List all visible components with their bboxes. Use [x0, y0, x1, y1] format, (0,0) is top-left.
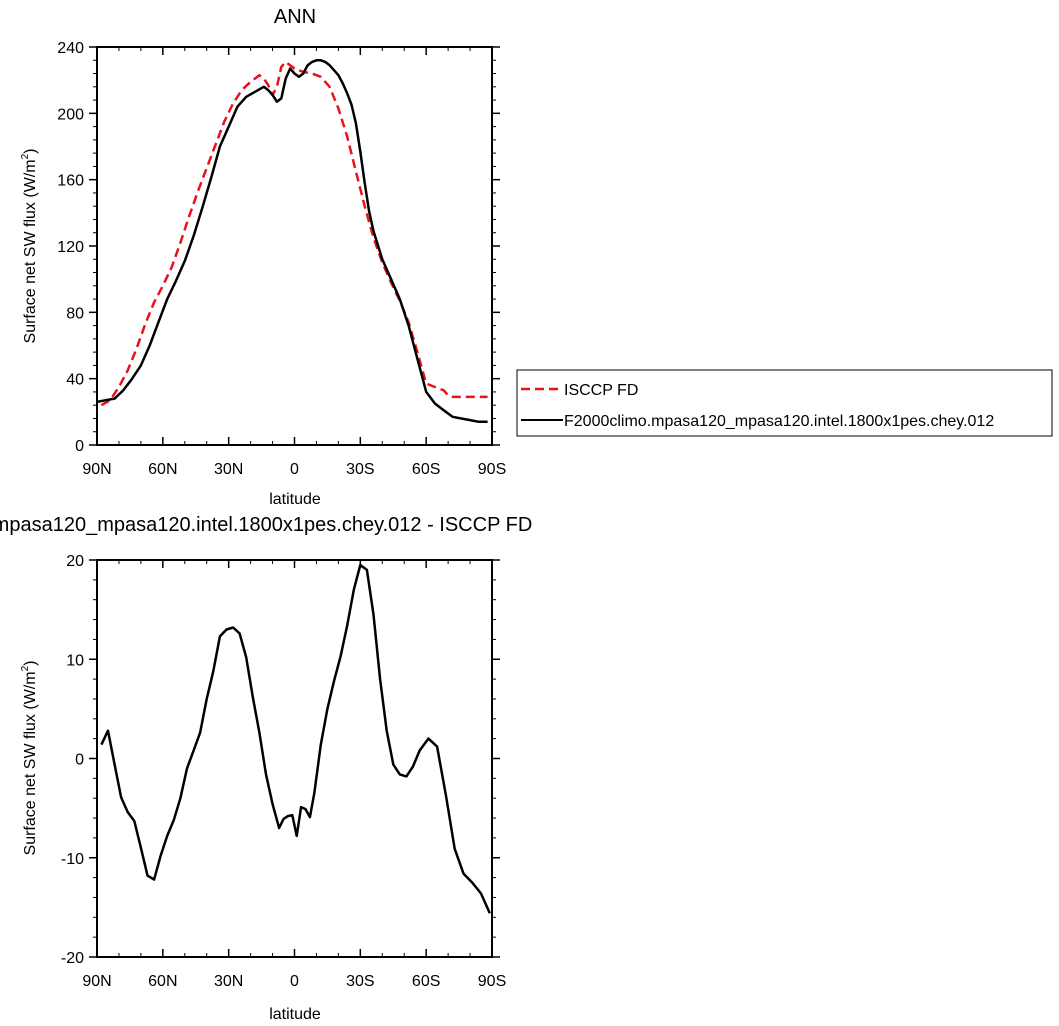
top-chart-x-axis-label: latitude	[269, 491, 321, 508]
legend-box	[516, 369, 1053, 437]
top-chart-y-axis-label-sup: 2	[20, 153, 31, 159]
top-series-line-obs	[100, 60, 488, 407]
bottom-x-tick-label: 60N	[148, 973, 177, 990]
top-chart-ticks: 90N 60N 30N 0 30S 60S 90S 0 40 80 120 160 200 240	[57, 40, 506, 478]
top-x-tick-label: 60N	[148, 461, 177, 478]
top-x-tick-label: 90N	[82, 461, 111, 478]
top-chart-frame	[96, 46, 493, 446]
top-y-tick-label: 0	[75, 438, 84, 455]
bottom-chart-frame	[96, 559, 493, 958]
bottom-x-tick-label: 90S	[478, 973, 506, 990]
bottom-chart-y-axis-label-sup: 2	[20, 665, 31, 671]
top-chart: ANN 90N 60N 30N 0 30S 60S 90S 0 40 80 120 160 200 240…	[20, 6, 506, 508]
top-x-tick-label: 30N	[214, 461, 243, 478]
top-chart-y-axis-label-close: )	[22, 149, 39, 154]
top-chart-y-axis-label: Surface net SW flux (W/m2)	[20, 149, 39, 344]
bottom-x-tick-label: 60S	[412, 973, 440, 990]
top-chart-series	[96, 59, 488, 424]
legend-label-obs: ISCCP FD	[564, 382, 638, 399]
top-y-tick-label: 200	[57, 106, 84, 123]
top-chart-title: ANN	[274, 6, 316, 28]
top-y-tick-label: 40	[66, 372, 84, 389]
bottom-y-tick-label: 10	[66, 652, 84, 669]
bottom-chart-y-axis-label: Surface net SW flux (W/m2)	[20, 661, 39, 856]
bottom-y-tick-label: 20	[66, 553, 84, 570]
bottom-y-tick-label: -10	[61, 851, 84, 868]
bottom-y-tick-label: -20	[61, 950, 84, 967]
bottom-chart-y-axis-label-main: Surface net SW flux (W/m	[22, 671, 39, 855]
top-x-tick-label: 30S	[346, 461, 374, 478]
bottom-chart-x-axis-label: latitude	[269, 1006, 321, 1023]
legend-label-model: F2000climo.mpasa120_mpasa120.intel.1800x…	[564, 413, 994, 430]
top-y-tick-label: 240	[57, 40, 84, 57]
top-x-tick-label: 0	[290, 461, 299, 478]
bottom-series-line-model	[100, 563, 491, 914]
bottom-x-tick-label: 90N	[82, 973, 111, 990]
top-y-tick-label: 160	[57, 173, 84, 190]
bottom-chart-ticks: 90N 60N 30N 0 30S 60S 90S -20 -10 0 10 20	[61, 553, 506, 990]
bottom-y-tick-label: 0	[75, 752, 84, 769]
top-x-tick-label: 90S	[478, 461, 506, 478]
bottom-x-tick-label: 30S	[346, 973, 374, 990]
bottom-chart: F2000climo.mpasa120_mpasa120.intel.1800x…	[0, 514, 532, 1023]
bottom-chart-y-axis-label-close: )	[22, 661, 39, 666]
top-y-tick-label: 120	[57, 239, 84, 256]
top-series-line-model	[96, 59, 488, 424]
chart-legend: ISCCP FD F2000climo.mpasa120_mpasa120.in…	[516, 369, 1053, 437]
bottom-chart-series	[100, 563, 491, 914]
bottom-chart-title: F2000climo.mpasa120_mpasa120.intel.1800x…	[0, 514, 532, 536]
top-y-tick-label: 80	[66, 305, 84, 322]
bottom-x-tick-label: 0	[290, 973, 299, 990]
bottom-x-tick-label: 30N	[214, 973, 243, 990]
top-x-tick-label: 60S	[412, 461, 440, 478]
top-chart-y-axis-label-main: Surface net SW flux (W/m	[22, 159, 39, 343]
